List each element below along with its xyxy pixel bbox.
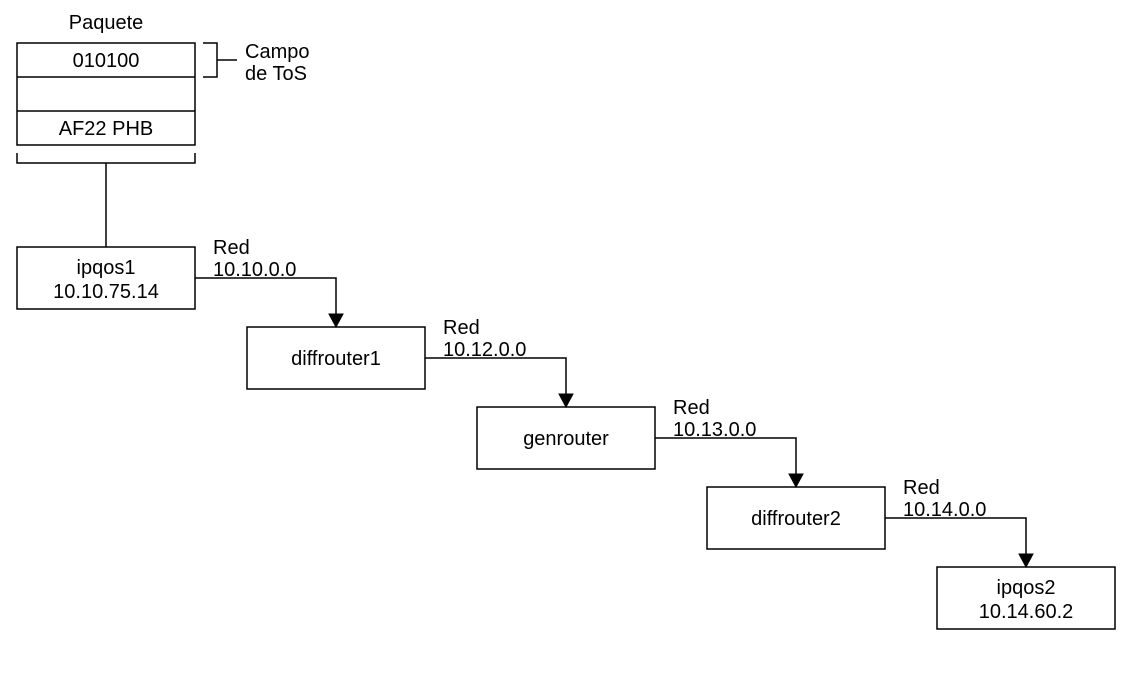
link-ipqos1-diffrouter1 <box>195 278 336 314</box>
node-ipqos2-label1: ipqos2 <box>997 577 1056 599</box>
node-ipqos1-label1: ipqos1 <box>77 257 136 279</box>
link-diffrouter1-genrouter-label1: Red <box>443 317 480 339</box>
packet-to-ipqos1-connector <box>17 153 195 247</box>
link-ipqos1-diffrouter1-label1: Red <box>213 237 250 259</box>
link-diffrouter1-genrouter <box>425 358 566 394</box>
packet-phb: AF22 PHB <box>59 118 153 140</box>
node-ipqos2-label2: 10.14.60.2 <box>979 601 1074 623</box>
link-genrouter-diffrouter2 <box>655 438 796 474</box>
node-genrouter-label1: genrouter <box>523 428 609 450</box>
node-diffrouter2-label1: diffrouter2 <box>751 508 841 530</box>
node-diffrouter1-label1: diffrouter1 <box>291 348 381 370</box>
node-ipqos1-label2: 10.10.75.14 <box>53 281 159 303</box>
tos-label-line1: Campo <box>245 41 309 63</box>
tos-bracket <box>203 43 237 77</box>
tos-label-line2: de ToS <box>245 63 307 85</box>
packet-title: Paquete <box>69 12 144 34</box>
packet-tos-field: 010100 <box>73 50 140 72</box>
link-diffrouter2-ipqos2-label2: 10.14.0.0 <box>903 499 986 521</box>
link-ipqos1-diffrouter1-label2: 10.10.0.0 <box>213 259 296 281</box>
link-diffrouter2-ipqos2-label1: Red <box>903 477 940 499</box>
link-diffrouter1-genrouter-label2: 10.12.0.0 <box>443 339 526 361</box>
link-genrouter-diffrouter2-label1: Red <box>673 397 710 419</box>
link-diffrouter2-ipqos2 <box>885 518 1026 554</box>
link-genrouter-diffrouter2-label2: 10.13.0.0 <box>673 419 756 441</box>
